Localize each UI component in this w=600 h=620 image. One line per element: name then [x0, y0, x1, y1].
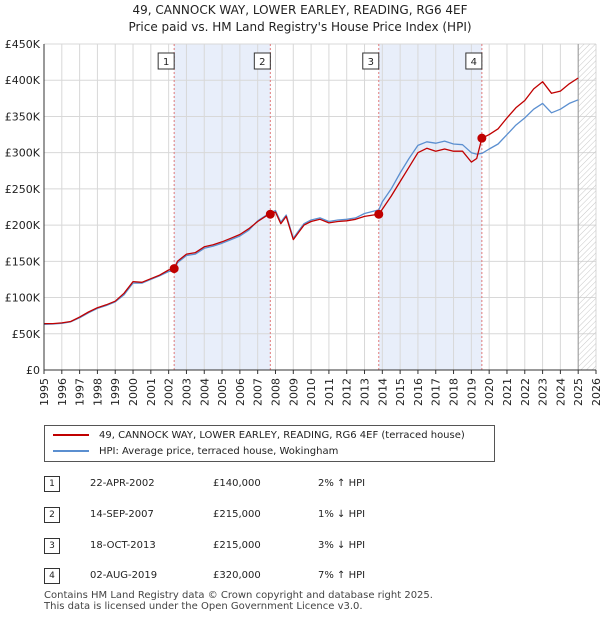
x-tick-label: 2022 — [519, 378, 532, 406]
x-tick-label: 2005 — [216, 378, 229, 406]
transaction-hpi: 2% ↑ HPI — [318, 478, 366, 489]
sale-point — [477, 133, 487, 143]
x-tick-label: 2006 — [234, 378, 247, 406]
transaction-date: 22-APR-2002 — [90, 478, 155, 489]
x-tick-label: 1995 — [38, 378, 51, 406]
x-tick-label: 2000 — [127, 378, 140, 406]
y-tick-label: £400K — [5, 74, 41, 87]
transaction-date: 14-SEP-2007 — [90, 509, 154, 520]
x-tick-label: 2011 — [323, 378, 336, 406]
x-tick-label: 2023 — [537, 378, 550, 406]
x-tick-label: 2014 — [376, 378, 389, 406]
x-tick-label: 1999 — [109, 378, 122, 406]
transaction-price: £140,000 — [213, 478, 261, 489]
transaction-hpi: 3% ↓ HPI — [318, 540, 366, 551]
legend: 49, CANNOCK WAY, LOWER EARLEY, READING, … — [44, 425, 495, 462]
legend-item-property: 49, CANNOCK WAY, LOWER EARLEY, READING, … — [53, 429, 465, 443]
transaction-number: 3 — [44, 538, 60, 554]
x-tick-label: 2008 — [269, 378, 282, 406]
footer-copyright: Contains HM Land Registry data © Crown c… — [44, 590, 433, 601]
x-tick-label: 2021 — [501, 378, 514, 406]
legend-swatch-hpi — [53, 450, 89, 452]
transaction-hpi: 7% ↑ HPI — [318, 570, 366, 581]
legend-label-hpi: HPI: Average price, terraced house, Woki… — [99, 446, 339, 457]
x-tick-label: 2001 — [145, 378, 158, 406]
x-tick-label: 2016 — [412, 378, 425, 406]
y-tick-label: £450K — [5, 38, 41, 51]
x-tick-label: 2019 — [465, 378, 478, 406]
footer-licence: This data is licensed under the Open Gov… — [44, 601, 363, 612]
x-tick-label: 2024 — [554, 378, 567, 406]
transaction-price: £215,000 — [213, 540, 261, 551]
transaction-date: 02-AUG-2019 — [90, 570, 158, 581]
table-row: 4 02-AUG-2019 £320,000 7% ↑ HPI — [0, 568, 600, 586]
x-tick-label: 2002 — [163, 378, 176, 406]
transaction-hpi: 1% ↓ HPI — [318, 509, 366, 520]
sale-label: 4 — [471, 57, 477, 68]
y-tick-label: £150K — [5, 255, 41, 268]
sale-label-box — [465, 52, 483, 70]
transaction-price: £320,000 — [213, 570, 261, 581]
x-tick-label: 2020 — [483, 378, 496, 406]
table-row: 2 14-SEP-2007 £215,000 1% ↓ HPI — [0, 507, 600, 525]
x-tick-label: 2017 — [430, 378, 443, 406]
x-tick-label: 2013 — [359, 378, 372, 406]
x-tick-label: 2025 — [572, 378, 585, 406]
y-tick-label: £0 — [26, 364, 40, 377]
chart-title-line1: 49, CANNOCK WAY, LOWER EARLEY, READING, … — [132, 3, 468, 17]
x-tick-label: 2007 — [252, 378, 265, 406]
x-tick-label: 1997 — [74, 378, 87, 406]
y-tick-label: £100K — [5, 292, 41, 305]
y-tick-label: £300K — [5, 147, 41, 160]
table-row: 1 22-APR-2002 £140,000 2% ↑ HPI — [0, 476, 600, 494]
sale-point — [169, 264, 179, 274]
legend-item-hpi: HPI: Average price, terraced house, Woki… — [53, 445, 338, 459]
y-tick-label: £250K — [5, 183, 41, 196]
transaction-price: £215,000 — [213, 509, 261, 520]
x-tick-label: 2004 — [198, 378, 211, 406]
hpi-line — [43, 99, 579, 326]
transaction-number: 4 — [44, 568, 60, 584]
sale-point — [265, 209, 275, 219]
x-tick-label: 1996 — [56, 378, 69, 406]
transaction-number: 2 — [44, 507, 60, 523]
x-tick-label: 2009 — [287, 378, 300, 406]
x-tick-label: 2010 — [305, 378, 318, 406]
legend-swatch-property — [53, 434, 89, 436]
sale-label: 1 — [163, 57, 169, 68]
chart-title-line2: Price paid vs. HM Land Registry's House … — [128, 20, 472, 34]
table-row: 3 18-OCT-2013 £215,000 3% ↓ HPI — [0, 538, 600, 556]
sale-label-box — [253, 52, 271, 70]
x-tick-label: 2018 — [448, 378, 461, 406]
x-tick-label: 2015 — [394, 378, 407, 406]
sale-label: 2 — [259, 57, 265, 68]
x-tick-label: 2026 — [590, 378, 600, 406]
sale-label-box — [157, 52, 175, 70]
x-tick-label: 2012 — [341, 378, 354, 406]
legend-label-property: 49, CANNOCK WAY, LOWER EARLEY, READING, … — [99, 430, 465, 441]
sale-point — [374, 209, 384, 219]
y-tick-label: £50K — [12, 328, 41, 341]
x-tick-label: 1998 — [91, 378, 104, 406]
transaction-number: 1 — [44, 476, 60, 492]
forecast-hatch — [578, 44, 596, 370]
x-tick-label: 2003 — [180, 378, 193, 406]
sale-label-box — [362, 52, 380, 70]
sale-label: 3 — [368, 57, 374, 68]
y-tick-label: £200K — [5, 219, 41, 232]
ownership-shade — [378, 44, 482, 370]
y-tick-label: £350K — [5, 110, 41, 123]
price-chart: 1 2 3 4 £0 £50K £100K £150K £200K £250K £300K £350… — [5, 38, 600, 406]
transaction-date: 18-OCT-2013 — [90, 540, 156, 551]
